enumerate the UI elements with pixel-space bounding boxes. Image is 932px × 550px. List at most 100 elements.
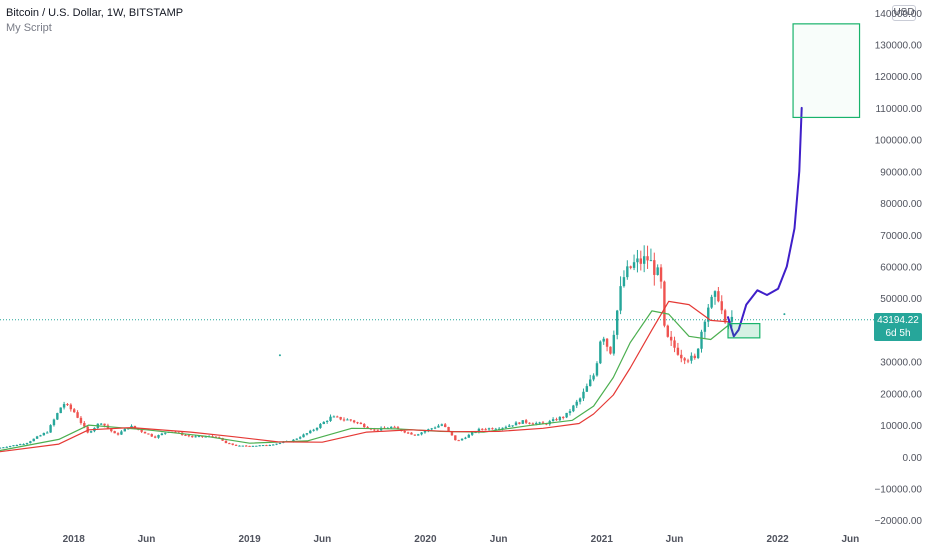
- candle-body: [191, 436, 194, 438]
- candle-body: [69, 404, 73, 410]
- x-tick-label: 2020: [414, 534, 437, 545]
- bar-countdown: 6d 5h: [885, 328, 911, 339]
- candle-body: [19, 444, 22, 446]
- candle-body: [723, 310, 727, 323]
- y-tick-label: 70000.00: [880, 231, 922, 242]
- last-price-tag: 43194.22 6d 5h: [874, 313, 922, 341]
- candle-body: [194, 436, 197, 438]
- candle-body: [339, 416, 342, 420]
- candle-body: [352, 420, 356, 423]
- candle-body: [261, 445, 265, 447]
- candle-body: [669, 336, 673, 341]
- candle-body: [514, 422, 518, 426]
- x-tick-label: Jun: [313, 534, 331, 545]
- candle-body: [278, 442, 282, 444]
- candle-body: [22, 444, 25, 446]
- candle-body: [332, 416, 336, 418]
- candle-body: [460, 438, 464, 441]
- symbol-title[interactable]: Bitcoin / U.S. Dollar, 1W, BITSTAMP: [6, 7, 184, 19]
- candle-body: [275, 443, 278, 445]
- candle-body: [720, 301, 723, 311]
- candle-body: [349, 419, 352, 421]
- candle-body: [150, 434, 153, 437]
- candle-body: [211, 436, 214, 438]
- candle-body: [238, 445, 241, 447]
- candle-body: [619, 286, 622, 311]
- script-name[interactable]: My Script: [6, 22, 52, 34]
- projection-path: [727, 106, 803, 338]
- candle-body: [531, 423, 535, 425]
- candle-body: [123, 428, 126, 432]
- candle-body: [710, 296, 713, 308]
- candle-body: [443, 424, 447, 427]
- candle-body: [578, 398, 582, 402]
- candle-body: [133, 425, 137, 429]
- candle-body: [25, 443, 29, 445]
- candle-body: [197, 435, 201, 437]
- candle-body: [406, 432, 410, 434]
- candle-body: [52, 419, 56, 426]
- candle-body: [56, 413, 59, 420]
- candle-body: [218, 437, 221, 439]
- candle-body: [359, 422, 363, 425]
- y-tick-label: 110000.00: [875, 104, 922, 115]
- candle-body: [663, 281, 666, 326]
- candle-body: [700, 331, 703, 349]
- candle-body: [582, 391, 585, 399]
- candle-body: [346, 419, 349, 421]
- candle-body: [0, 447, 2, 449]
- candle-body: [390, 426, 393, 429]
- candle-body: [565, 412, 568, 418]
- candle-body: [639, 258, 643, 264]
- candle-body: [713, 291, 717, 297]
- candle-body: [153, 436, 157, 438]
- candle-body: [423, 431, 427, 433]
- candle-body: [113, 431, 116, 434]
- candle-body: [417, 434, 420, 436]
- candle-body: [501, 427, 504, 429]
- candle-body: [248, 445, 251, 447]
- y-tick-label: 30000.00: [880, 358, 922, 369]
- candle-body: [89, 431, 93, 433]
- candle-body: [76, 412, 79, 418]
- x-tick-label: 2022: [767, 534, 790, 545]
- candle-body: [66, 404, 69, 406]
- candle-body: [605, 338, 609, 347]
- x-tick-label: 2021: [591, 534, 614, 545]
- candle-body: [251, 445, 255, 447]
- candle-body: [35, 436, 39, 439]
- candle-body: [86, 426, 89, 433]
- candle-body: [42, 433, 46, 436]
- candle-body: [258, 445, 261, 447]
- candle-body: [59, 407, 62, 414]
- candle-body: [494, 428, 497, 430]
- candle-body: [504, 426, 508, 428]
- x-tick-label: Jun: [842, 534, 860, 545]
- candle-body: [646, 256, 649, 261]
- candle-body: [160, 433, 164, 436]
- currency-label[interactable]: USD: [892, 5, 916, 21]
- support-zone-box: [727, 322, 761, 339]
- candle-body: [234, 444, 238, 446]
- candle-body: [430, 428, 433, 430]
- candle-body: [116, 433, 120, 435]
- candle-body: [29, 441, 32, 444]
- moving-average-line: [0, 300, 731, 453]
- candle-body: [15, 445, 19, 447]
- candle-body: [265, 445, 268, 447]
- candle-body: [413, 434, 417, 436]
- candle-body: [595, 363, 599, 376]
- candle-body: [224, 440, 228, 444]
- candle-body: [315, 427, 319, 430]
- candle-body: [356, 422, 359, 424]
- candle-body: [649, 260, 653, 262]
- candle-body: [457, 440, 460, 442]
- y-tick-label: 20000.00: [880, 389, 922, 400]
- candle-body: [592, 375, 595, 380]
- candle-body: [366, 427, 369, 429]
- candle-body: [558, 416, 562, 421]
- candle-body: [231, 443, 234, 445]
- price-axis: 140000.00 130000.00 120000.00 110000.00 1000…: [874, 9, 922, 527]
- candle-body: [363, 424, 366, 428]
